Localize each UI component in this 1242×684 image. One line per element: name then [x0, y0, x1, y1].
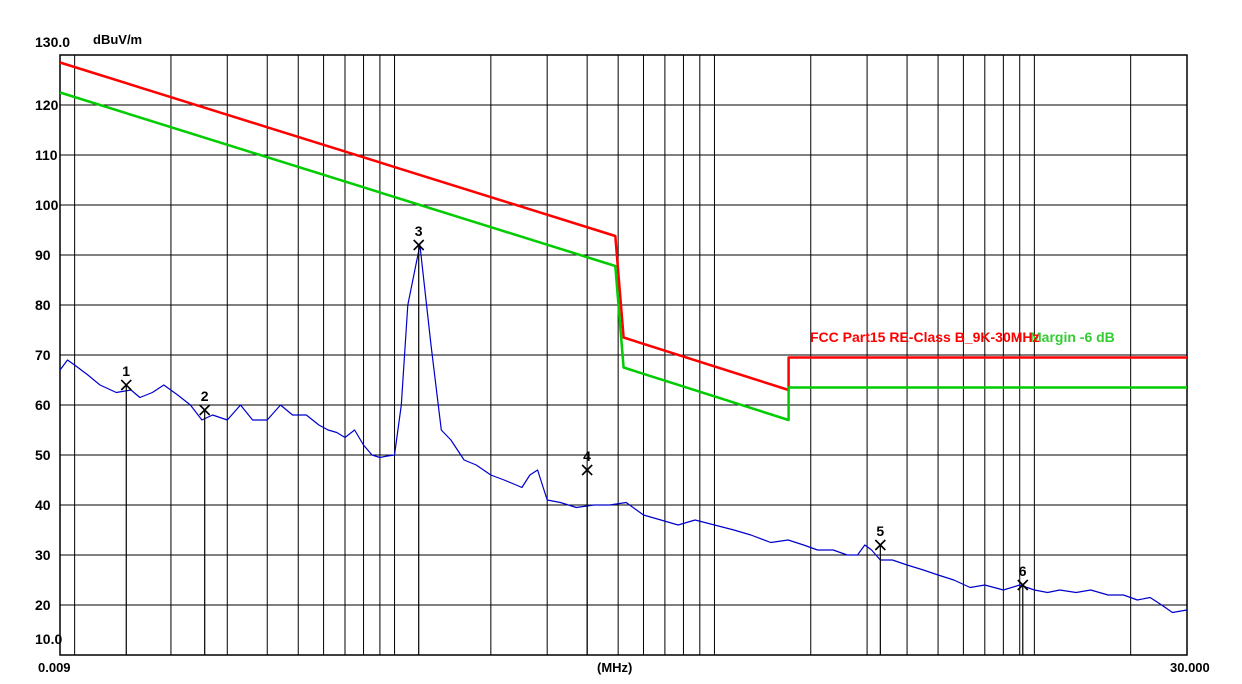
- legend-limit: FCC Part15 RE-Class B_9K-30MHz: [810, 329, 1040, 345]
- measurement-trace: [59, 244, 1188, 614]
- limit-lines: [59, 61, 1187, 422]
- marker-label: 4: [583, 448, 591, 464]
- marker-label: 3: [415, 223, 423, 239]
- labels: dBuV/m (MHz) 0.009 30.000 Margin -6 dB F…: [38, 32, 1210, 675]
- marker-x: [413, 239, 425, 251]
- marker-x: [581, 464, 593, 476]
- y-tick-label: 130.0: [35, 34, 70, 50]
- y-tick-label: 60: [35, 397, 51, 413]
- y-tick-label: 90: [35, 247, 51, 263]
- marker-label: 2: [201, 388, 209, 404]
- x-min-label: 0.009: [38, 660, 71, 675]
- y-tick-label: 20: [35, 597, 51, 613]
- measurement-line: [59, 244, 1188, 614]
- y-tick-label: 80: [35, 297, 51, 313]
- markers: 1 2 3 4 5 6: [120, 223, 1029, 655]
- y-tick-label: 70: [35, 347, 51, 363]
- marker-x: [199, 404, 211, 416]
- margin-line-green: [59, 91, 1187, 422]
- x-unit-label: (MHz): [597, 660, 632, 675]
- y-tick-label: 100: [35, 197, 59, 213]
- y-tick-label: 30: [35, 547, 51, 563]
- limit-line-red: [59, 61, 1187, 392]
- marker-x: [120, 379, 132, 391]
- y-tick-label: 10.0: [35, 631, 62, 647]
- marker-label: 5: [876, 523, 884, 539]
- y-tick-label: 50: [35, 447, 51, 463]
- legend-margin: Margin -6 dB: [1030, 329, 1115, 345]
- y-unit-label: dBuV/m: [93, 32, 142, 47]
- x-max-label: 30.000: [1170, 660, 1210, 675]
- y-tick-label: 40: [35, 497, 51, 513]
- marker-label: 1: [122, 363, 130, 379]
- marker-label: 6: [1019, 563, 1027, 579]
- marker-x: [1017, 579, 1029, 591]
- y-tick-label: 110: [35, 147, 58, 163]
- y-tick-label: 120: [35, 97, 59, 113]
- grid: 130.0 120 110 100 90 80 70 60 50 40 30 20 10.0: [35, 34, 1188, 656]
- marker-x: [874, 539, 886, 551]
